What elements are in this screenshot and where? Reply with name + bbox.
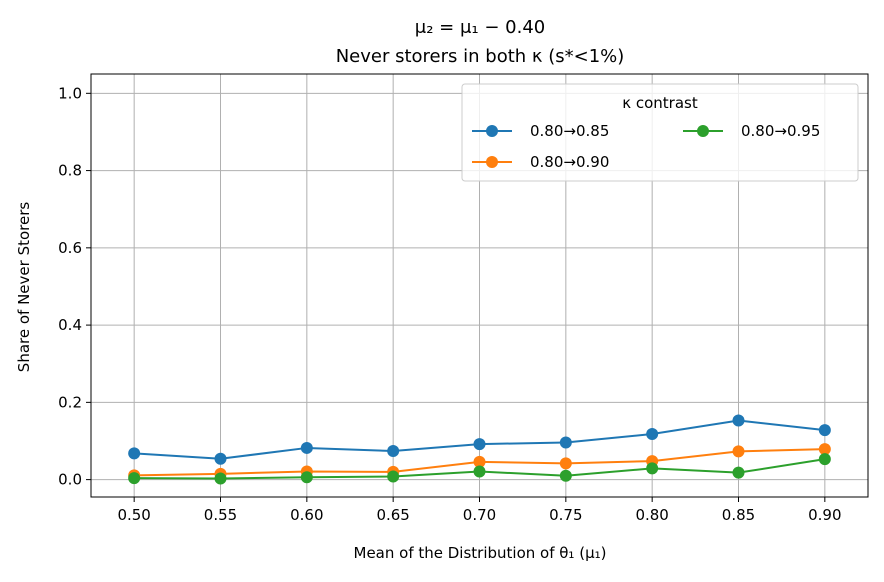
x-tick-label: 0.60 [290, 506, 323, 524]
data-point [646, 428, 659, 441]
data-point [559, 469, 572, 482]
x-tick-label: 0.85 [722, 506, 755, 524]
data-point [214, 472, 227, 485]
y-tick-label: 0.2 [58, 393, 82, 411]
y-tick-label: 1.0 [58, 84, 82, 102]
data-point [300, 471, 313, 484]
data-point [818, 424, 831, 437]
y-tick-label: 0.6 [58, 239, 82, 257]
legend-marker [486, 125, 498, 137]
data-point [128, 447, 141, 460]
legend-label: 0.80→0.90 [530, 153, 609, 171]
data-point [387, 470, 400, 483]
legend: κ contrast 0.80→0.85 0.80→0.90 0.80→0.95 [461, 83, 859, 182]
y-tick-label: 0.8 [58, 162, 82, 180]
data-point [646, 462, 659, 475]
series-1 [128, 414, 831, 465]
data-point [387, 445, 400, 458]
legend-marker [486, 156, 498, 168]
data-point [214, 452, 227, 465]
data-point [559, 436, 572, 449]
data-point [732, 414, 745, 427]
x-tick-label: 0.80 [635, 506, 668, 524]
chart-title-line2: Never storers in both κ (s*<1%) [336, 46, 625, 67]
data-point [818, 453, 831, 466]
data-point [732, 466, 745, 479]
y-axis: 0.0 0.2 0.4 0.6 0.8 1.0 [58, 84, 91, 489]
x-tick-label: 0.55 [204, 506, 237, 524]
data-point [473, 438, 486, 451]
legend-entry: 0.80→0.85 [472, 122, 609, 140]
data-point [818, 443, 831, 456]
data-point [300, 441, 313, 454]
legend-box [461, 83, 859, 182]
series-layer [128, 414, 831, 485]
legend-title: κ contrast [622, 94, 698, 112]
x-tick-label: 0.90 [808, 506, 841, 524]
series-3 [128, 453, 831, 485]
x-axis: 0.50 0.55 0.60 0.65 0.70 0.75 0.80 0.85 0.90 [117, 497, 842, 524]
x-tick-label: 0.75 [549, 506, 582, 524]
chart-title-line1: μ₂ = μ₁ − 0.40 [415, 17, 545, 38]
x-tick-label: 0.50 [117, 506, 150, 524]
x-axis-label: Mean of the Distribution of θ₁ (μ₁) [354, 544, 607, 562]
y-tick-label: 0.4 [58, 316, 82, 334]
data-point [128, 472, 141, 485]
data-point [559, 457, 572, 470]
data-point [732, 445, 745, 458]
x-tick-label: 0.70 [463, 506, 496, 524]
x-tick-label: 0.65 [376, 506, 409, 524]
legend-marker [697, 125, 709, 137]
legend-entry: 0.80→0.95 [683, 122, 820, 140]
y-tick-label: 0.0 [58, 471, 82, 489]
legend-label: 0.80→0.95 [741, 122, 820, 140]
y-axis-label: Share of Never Storers [15, 202, 33, 373]
legend-entry: 0.80→0.90 [472, 153, 609, 171]
legend-label: 0.80→0.85 [530, 122, 609, 140]
data-point [473, 465, 486, 478]
data-point [473, 455, 486, 468]
